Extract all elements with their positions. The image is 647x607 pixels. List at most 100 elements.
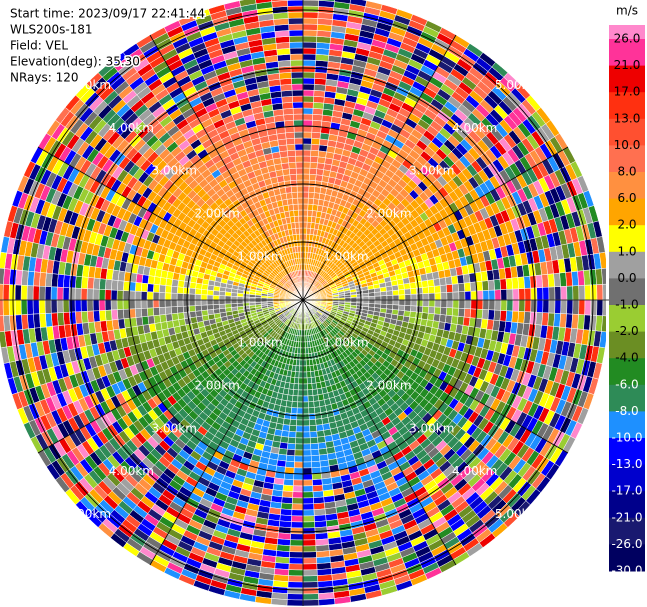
radar-cell <box>488 289 496 301</box>
radar-cell <box>312 484 324 492</box>
radar-cell <box>289 419 297 427</box>
radar-cell <box>295 437 304 445</box>
radar-cell <box>110 289 118 301</box>
radar-cell <box>298 221 304 229</box>
radar-cell <box>287 11 304 19</box>
radar-cell <box>177 312 185 320</box>
radar-cell <box>302 149 312 157</box>
radar-cell <box>302 413 310 421</box>
radar-cell <box>189 281 197 289</box>
radar-cell <box>117 309 125 320</box>
radar-cell <box>285 460 295 469</box>
radar-cell <box>288 167 297 175</box>
radar-cell <box>170 292 178 301</box>
radar-cell <box>309 155 319 164</box>
radar-cell <box>158 284 167 294</box>
radar-cell <box>302 41 317 49</box>
radar-cell <box>505 277 513 290</box>
radar-cell <box>463 282 472 292</box>
radar-cell <box>302 533 316 541</box>
radar-cell <box>291 503 304 511</box>
radar-cell <box>312 102 324 110</box>
radar-cell <box>296 419 304 427</box>
radar-cell <box>306 227 311 235</box>
radar-cell <box>230 299 238 305</box>
radar-cell <box>302 95 314 103</box>
radar-cell <box>290 179 298 187</box>
radar-cell <box>297 389 304 397</box>
radar-cell <box>302 179 310 187</box>
radar-cell <box>170 299 178 308</box>
radar-cell <box>122 290 130 301</box>
radar-cell <box>439 284 448 294</box>
radar-cell <box>62 299 70 313</box>
radar-cell <box>8 299 16 316</box>
radar-cell <box>464 290 472 301</box>
radar-cell <box>302 173 310 181</box>
radar-cell <box>302 143 312 151</box>
radar-cell <box>292 197 299 205</box>
radar-cell <box>2 284 10 301</box>
radar-cell <box>302 125 313 133</box>
radar-cell <box>287 5 304 13</box>
radar-cell <box>110 299 118 311</box>
radar-cell <box>280 84 293 92</box>
radar-cell <box>290 521 304 529</box>
radar-cell <box>316 430 325 438</box>
radar-cell <box>312 198 320 206</box>
radar-cell <box>0 299 4 317</box>
radar-cell <box>140 282 149 293</box>
radar-cell <box>313 502 326 510</box>
radar-cell <box>306 221 312 229</box>
radar-cell <box>291 509 304 517</box>
radar-cell <box>38 285 46 301</box>
radar-cell <box>288 569 304 577</box>
radar-cell <box>283 174 291 182</box>
radar-cell <box>290 71 304 79</box>
radar-cell <box>590 284 598 301</box>
radar-cell <box>290 413 298 421</box>
radar-cell <box>434 292 442 301</box>
radar-cell <box>398 289 406 296</box>
radar-cell <box>299 359 304 367</box>
radar-cell <box>298 209 304 217</box>
radar-cell <box>140 307 149 318</box>
radar-cell <box>289 539 304 547</box>
radar-cell <box>302 221 308 229</box>
radar-cell <box>294 137 304 145</box>
radar-cell <box>524 287 532 301</box>
radar-cell <box>286 394 294 402</box>
radar-cell <box>286 143 296 152</box>
radar-cell <box>278 520 292 528</box>
radar-cell <box>452 291 460 301</box>
radar-cell <box>493 279 501 291</box>
radar-cell <box>158 299 166 308</box>
radar-cell <box>282 102 294 110</box>
radar-cell <box>302 431 311 439</box>
radar-cell <box>287 575 304 583</box>
radar-cell <box>299 353 304 361</box>
radar-cell <box>309 173 317 181</box>
radar-cell <box>56 286 64 301</box>
radar-cell <box>316 162 325 170</box>
radar-cell <box>302 395 309 403</box>
radar-cell <box>116 290 124 301</box>
radar-cell <box>176 293 184 301</box>
radar-cell <box>74 287 82 301</box>
radar-cell <box>302 11 319 19</box>
radar-cell <box>315 174 323 182</box>
radar-cell <box>292 491 304 499</box>
radar-cell <box>281 162 290 170</box>
radar-cell <box>302 365 308 373</box>
radar-cell <box>134 282 143 292</box>
radar-cell <box>281 430 290 438</box>
radar-cell <box>566 285 574 301</box>
radar-cell <box>302 23 318 31</box>
radar-cell <box>295 161 304 169</box>
radar-cell <box>293 113 304 121</box>
radar-cell <box>242 296 250 301</box>
radar-cell <box>308 407 316 415</box>
radar-cell <box>293 473 304 481</box>
radar-cell <box>68 287 76 301</box>
radar-cell <box>213 285 221 292</box>
